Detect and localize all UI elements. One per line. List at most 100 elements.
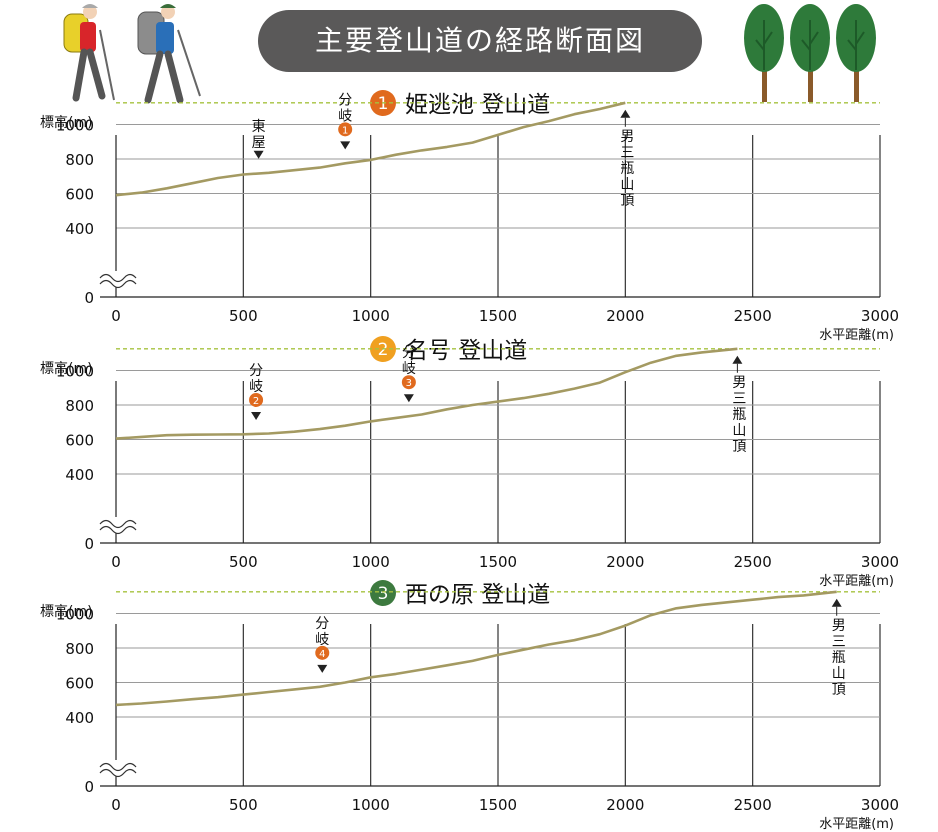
elevation-profile-line: [115, 347, 738, 440]
summit-label-char: 山: [832, 666, 846, 682]
route-number-badge: [370, 580, 396, 606]
route-title: 西の原 登山道: [405, 582, 550, 608]
x-tick-label: 500: [229, 796, 258, 814]
trees-illustration: [744, 4, 876, 102]
summit-label-char: 頂: [832, 682, 846, 698]
summit-triangle-icon: [831, 598, 842, 607]
x-tick-label: 500: [229, 307, 258, 325]
label-char: 屋: [252, 135, 266, 151]
waypoint-label: 東屋: [252, 119, 266, 151]
summit-label-char: 山: [732, 423, 746, 439]
junction-badge-number: 1: [342, 125, 348, 136]
waypoint-triangle-icon: [340, 141, 351, 150]
summit-label-char: 男: [832, 618, 846, 634]
junction-badge-number: 3: [406, 378, 412, 389]
axis-break-icon: [99, 768, 137, 778]
label-char: 岐: [249, 379, 263, 395]
hiker-red-icon: [63, 4, 115, 102]
summit-label-char: 瓶: [832, 650, 846, 666]
y-tick-label: 1000: [56, 117, 94, 135]
axis-break-icon: [99, 273, 137, 283]
waypoint-triangle-icon: [253, 150, 264, 159]
y-axis-label: 標高(m): [40, 603, 93, 620]
x-tick-label: 3000: [861, 553, 899, 571]
junction-badge: [338, 122, 353, 137]
y-tick-label: 400: [65, 709, 94, 727]
x-tick-label: 0: [111, 796, 121, 814]
route-number: 3: [378, 584, 389, 604]
y-tick-label: 1000: [56, 363, 94, 381]
junction-badge: [401, 375, 416, 390]
waypoint-triangle-icon: [317, 664, 328, 673]
y-tick-label: 0: [84, 289, 94, 307]
x-tick-label: 2500: [734, 553, 772, 571]
axis-break-icon: [99, 279, 137, 289]
summit-label: 男三瓶山頂: [732, 375, 746, 455]
summit-label-char: 男: [620, 129, 634, 145]
summit-triangle-icon: [620, 109, 631, 118]
page-title: 主要登山道の経路断面図: [258, 10, 702, 72]
y-tick-label: 1000: [56, 606, 94, 624]
waypoint-triangle-icon: [403, 394, 414, 403]
summit-label-char: 頂: [620, 193, 634, 209]
axis-break-mask: [98, 760, 134, 776]
label-char: 分: [338, 92, 352, 108]
x-tick-label: 500: [229, 553, 258, 571]
y-tick-label: 800: [65, 397, 94, 415]
junction-label: 分岐: [338, 92, 352, 124]
summit-label-char: 三: [832, 634, 846, 650]
hiker-blue-icon: [137, 4, 201, 104]
y-tick-label: 0: [84, 778, 94, 796]
x-tick-label: 3000: [861, 307, 899, 325]
elevation-profile-line: [115, 590, 837, 707]
y-tick-label: 400: [65, 466, 94, 484]
route-number: 2: [378, 340, 389, 360]
x-tick-label: 3000: [861, 796, 899, 814]
x-tick-label: 0: [111, 553, 121, 571]
y-tick-label: 600: [65, 432, 94, 450]
y-tick-label: 600: [65, 675, 94, 693]
x-tick-label: 2500: [734, 796, 772, 814]
junction-badge-number: 4: [319, 649, 325, 660]
x-axis-label: 水平距離(m): [819, 574, 894, 589]
summit-label: 男三瓶山頂: [832, 618, 846, 698]
summit-label: 男三瓶山頂: [620, 129, 634, 209]
junction-badge-number: 2: [253, 396, 259, 407]
label-char: 分: [402, 345, 416, 361]
y-tick-label: 0: [84, 535, 94, 553]
tree-icon: [836, 4, 876, 102]
axis-break-icon: [99, 762, 137, 772]
x-tick-label: 1000: [352, 796, 390, 814]
x-tick-label: 2000: [606, 307, 644, 325]
summit-label-char: 瓶: [620, 161, 634, 177]
x-tick-label: 2000: [606, 796, 644, 814]
x-axis-label: 水平距離(m): [819, 328, 894, 343]
route-chart-1: 1 姫逃池 登山道 0 400 600 800 1000 0 500 1000 1500 2000 25…: [40, 90, 899, 343]
y-tick-label: 800: [65, 640, 94, 658]
junction-label: 分岐: [402, 345, 416, 377]
tree-icon: [790, 4, 830, 102]
junction-badge: [249, 392, 264, 407]
waypoint-triangle-icon: [251, 411, 262, 420]
label-char: 東: [252, 119, 266, 135]
junction-badge: [315, 645, 330, 660]
tree-icon: [744, 4, 784, 102]
x-tick-label: 1000: [352, 307, 390, 325]
x-tick-label: 0: [111, 307, 121, 325]
summit-label-char: 瓶: [732, 407, 746, 423]
route-title: 姫逃池 登山道: [405, 92, 550, 118]
y-tick-label: 600: [65, 186, 94, 204]
route-chart-3: 3 西の原 登山道 0 400 600 800 1000 0 500 1000 1500 2000 25…: [40, 580, 899, 832]
route-chart-2: 2 名号 登山道 0 400 600 800 1000 0 500 1000 1500 2000 250…: [40, 336, 899, 589]
route-number: 1: [378, 94, 389, 114]
junction-label: 分岐: [249, 363, 263, 395]
y-axis-label: 標高(m): [40, 114, 93, 131]
summit-triangle-icon: [732, 355, 743, 364]
x-tick-label: 1500: [479, 796, 517, 814]
label-char: 岐: [315, 632, 329, 648]
axis-break-mask: [98, 517, 134, 533]
junction-label: 分岐: [315, 616, 329, 648]
label-char: 岐: [338, 108, 352, 124]
summit-label-char: 山: [620, 177, 634, 193]
